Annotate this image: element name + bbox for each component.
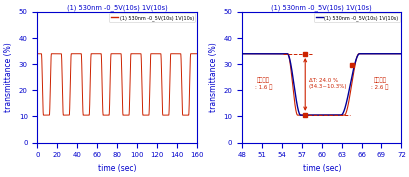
Legend: (1) 530nm -0_5V(10s) 1V(10s): (1) 530nm -0_5V(10s) 1V(10s) [109, 13, 195, 22]
Y-axis label: transmittance (%): transmittance (%) [209, 42, 218, 112]
Legend: (1) 530nm -0_5V(10s) 1V(10s): (1) 530nm -0_5V(10s) 1V(10s) [313, 13, 399, 22]
Y-axis label: transmittance (%): transmittance (%) [4, 42, 13, 112]
Title: (1) 530nm -0_5V(10s) 1V(10s): (1) 530nm -0_5V(10s) 1V(10s) [271, 4, 371, 11]
Text: ΔT: 24.0 %
(34.3~10.3%): ΔT: 24.0 % (34.3~10.3%) [308, 78, 346, 89]
Title: (1) 530nm -0_5V(10s) 1V(10s): (1) 530nm -0_5V(10s) 1V(10s) [67, 4, 167, 11]
X-axis label: time (sec): time (sec) [98, 164, 136, 173]
Text: 쳉색속도
: 1.6 초: 쳉색속도 : 1.6 초 [254, 78, 272, 90]
X-axis label: time (sec): time (sec) [302, 164, 340, 173]
Text: 탈색속도
: 2.6 초: 탈색속도 : 2.6 초 [371, 78, 388, 90]
